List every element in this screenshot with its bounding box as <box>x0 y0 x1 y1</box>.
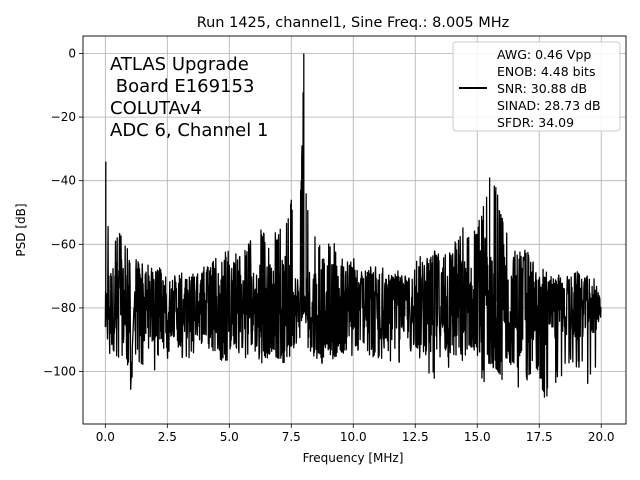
legend-box <box>452 41 621 132</box>
y-axis-label: PSD [dB] <box>14 203 28 256</box>
annotation-line: Board E169153 <box>110 76 254 97</box>
legend-entry: ENOB: 4.48 bits <box>497 64 595 79</box>
x-axis-ticks: 0.0 2.5 5.0 7.5 10.0 12.5 15.0 17.5 20.0 <box>96 424 615 444</box>
chart-title: Run 1425, channel1, Sine Freq.: 8.005 MH… <box>197 15 510 31</box>
y-tick-label: −20 <box>51 110 76 124</box>
annotation-line: ATLAS Upgrade <box>110 54 249 75</box>
y-tick-label: −100 <box>43 365 76 379</box>
x-tick-label: 17.5 <box>526 430 553 444</box>
x-tick-label: 15.0 <box>464 430 491 444</box>
plot-data <box>104 53 602 398</box>
legend: AWG: 0.46 Vpp ENOB: 4.48 bits SNR: 30.88 d… <box>452 41 621 132</box>
x-tick-label: 7.5 <box>282 430 301 444</box>
x-tick-label: 0.0 <box>96 430 115 444</box>
x-tick-label: 2.5 <box>158 430 177 444</box>
x-tick-label: 12.5 <box>402 430 429 444</box>
x-tick-label: 5.0 <box>220 430 239 444</box>
y-axis-ticks: 0 −20 −40 −60 −80 −100 <box>43 46 83 379</box>
plot-frame <box>82 35 627 425</box>
y-tick-label: 0 <box>68 46 76 60</box>
legend-entry: AWG: 0.46 Vpp <box>497 47 591 62</box>
x-axis-label: Frequency [MHz] <box>303 451 404 465</box>
legend-entry: SFDR: 34.09 <box>497 115 574 130</box>
x-tick-label: 10.0 <box>340 430 367 444</box>
y-tick-label: −80 <box>51 301 76 315</box>
annotation-line: COLUTAv4 <box>110 98 202 119</box>
psd-trace <box>104 53 602 398</box>
legend-entry: SINAD: 28.73 dB <box>497 98 601 113</box>
y-tick-label: −60 <box>51 237 76 251</box>
legend-entry: SNR: 30.88 dB <box>497 81 587 96</box>
y-tick-label: −40 <box>51 174 76 188</box>
x-tick-label: 20.0 <box>588 430 615 444</box>
annotation-line: ADC 6, Channel 1 <box>110 120 268 141</box>
